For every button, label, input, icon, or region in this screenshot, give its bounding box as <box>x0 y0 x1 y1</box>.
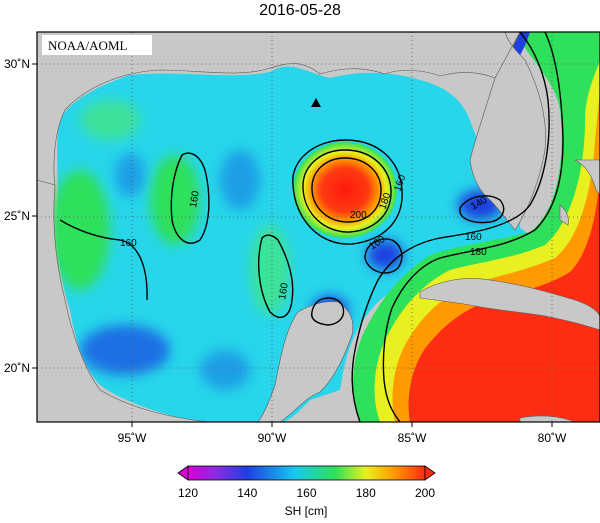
colorbar-ticks: 120 140 160 180 200 <box>178 486 435 500</box>
colorbar-label: SH [cm] <box>285 504 328 518</box>
contour-label-2: 160 <box>188 190 202 209</box>
y-tick-label-2: 20˚N <box>4 361 30 375</box>
contour-140-east <box>459 195 505 224</box>
contour-160-center-west <box>170 152 210 244</box>
y-tick-label-0: 30˚N <box>4 57 30 71</box>
contour-160-west <box>59 219 148 301</box>
x-tick-label-0: 95˚W <box>118 431 147 445</box>
contour-label-10: 180 <box>470 247 487 258</box>
contour-140-cyclone <box>364 238 403 274</box>
caribbean-water <box>353 32 600 422</box>
contour-180-eddy <box>302 149 392 233</box>
colorbar: 120 140 160 180 200 SH [cm] <box>177 465 436 518</box>
contour-label-9: 160 <box>465 232 482 243</box>
plot-frame <box>36 31 600 423</box>
contour-160-center <box>258 234 294 319</box>
contour-200-eddy <box>311 157 382 223</box>
colorbar-tick-label-3: 180 <box>356 486 376 500</box>
colorbar-max-arrow <box>424 465 436 481</box>
colorbar-tick-label-4: 200 <box>415 486 435 500</box>
y-axis-ticks: 30˚N 25˚N 20˚N <box>4 57 37 375</box>
contour-label-5: 200 <box>350 210 367 221</box>
x-tick-label-1: 90˚W <box>258 431 287 445</box>
map-title: 2016-05-28 <box>259 2 341 19</box>
graticule <box>37 32 600 422</box>
credit-text: NOAA/AOML <box>48 38 128 53</box>
contour-160-eddy <box>292 139 403 245</box>
station-triangle-icon <box>311 98 321 107</box>
x-axis-ticks: 95˚W 90˚W 85˚W 80˚W <box>118 422 567 445</box>
plot-area: 160 160 160 160 200 180 160 140 160 180 … <box>37 32 600 422</box>
x-tick-label-2: 85˚W <box>398 431 427 445</box>
contour-label-1: 160 <box>120 238 137 249</box>
contour-label-3: 160 <box>277 282 291 301</box>
contour-160-loop <box>351 32 550 422</box>
land-masses <box>37 32 600 422</box>
colorbar-tick-label-0: 120 <box>178 486 198 500</box>
credit-box <box>42 35 152 55</box>
contour-lines <box>59 32 564 422</box>
contour-label-group: 160 160 160 160 200 180 160 140 160 180 <box>120 173 489 300</box>
y-tick-label-1: 25˚N <box>4 209 30 223</box>
colorbar-bar <box>187 465 426 481</box>
colorbar-min-arrow <box>177 465 189 481</box>
x-tick-label-3: 80˚W <box>538 431 567 445</box>
contour-180-loop <box>382 32 564 422</box>
colorbar-tick-label-2: 160 <box>296 486 316 500</box>
contour-140-south <box>311 297 345 326</box>
colorbar-tick-label-1: 140 <box>237 486 257 500</box>
